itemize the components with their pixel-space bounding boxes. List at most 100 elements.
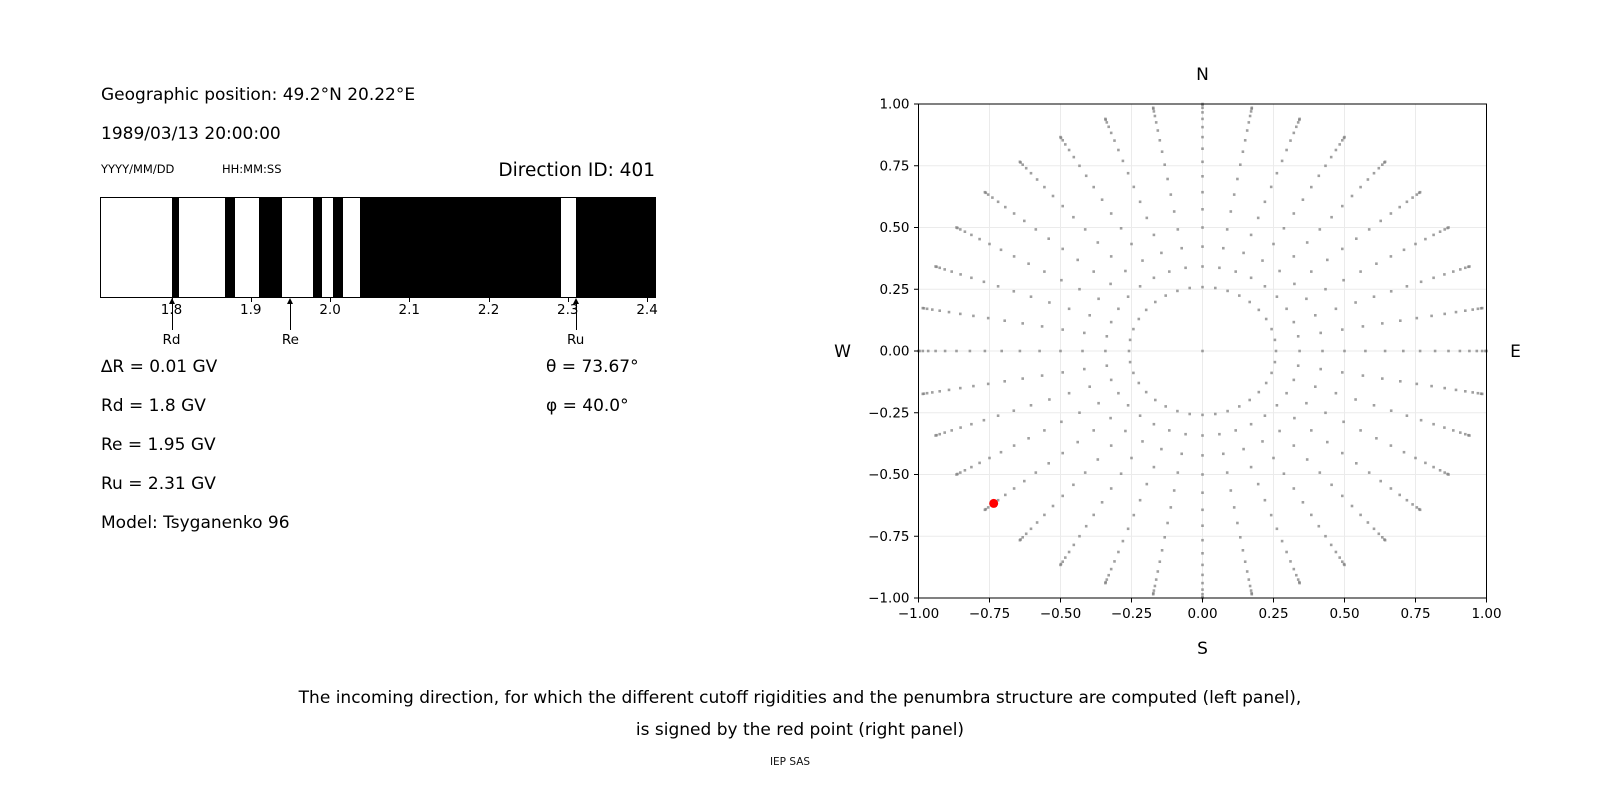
direction-grid-dot [1061,204,1064,208]
direction-grid-dot [1232,193,1236,196]
direction-grid-dot [1153,114,1157,118]
direction-grid-dot [1060,420,1063,424]
direction-grid-dot [1201,117,1204,121]
penumbra-x-tick [647,298,649,302]
direction-grid-dot [1072,543,1076,547]
direction-grid-dot [1132,371,1135,375]
direction-grid-dot [1292,320,1296,324]
direction-grid-dot [1324,287,1327,291]
penumbra-band [312,198,323,297]
direction-grid-dot [1040,374,1044,377]
direction-grid-dot [1402,349,1405,353]
direction-grid-dot [1414,242,1417,246]
direction-grid-dot [1109,444,1113,447]
direction-grid-dot [983,349,987,353]
direction-grid-dot [1061,451,1064,455]
direction-grid-dot [1430,314,1433,318]
direction-grid-dot [1034,471,1038,474]
direction-grid-dot [1078,534,1081,538]
direction-grid-dot [1405,285,1409,288]
direction-grid-dot [986,506,990,509]
direction-grid-dot [1201,125,1204,129]
direction-grid-dot [1372,295,1376,298]
penumbra-band [575,198,655,297]
direction-grid-dot [1383,538,1387,542]
direction-grid-dot [1088,385,1091,388]
direction-grid-dot [1238,294,1241,297]
direction-grid-dot [1338,143,1341,146]
direction-grid-dot [1471,391,1474,394]
direction-grid-dot [1245,129,1249,132]
direction-grid-dot [1092,270,1095,273]
direction-grid-dot [1172,489,1176,492]
penumbra-x-tick-label: 2.4 [636,302,658,318]
direction-grid-dot [1257,390,1261,394]
direction-grid-dot [955,349,958,353]
direction-grid-dot [1021,163,1024,166]
direction-grid-dot [1038,349,1041,353]
direction-grid-dot [1389,487,1393,490]
direction-grid-dot [1232,506,1236,509]
direction-grid-dot [1201,508,1204,512]
phi-value: φ = 40.0° [546,396,629,416]
direction-grid-dot [1088,314,1091,317]
direction-grid-dot [1296,335,1300,338]
direction-grid-dot [1040,325,1044,328]
direction-grid-dot [1160,549,1164,552]
direction-grid-dot [1372,171,1376,175]
direction-grid-dot [1424,237,1427,241]
direction-grid-dot [1278,269,1281,273]
direction-grid-dot [925,391,929,395]
direction-grid-dot [1468,434,1471,437]
x-tick-label: 0.25 [1258,606,1288,622]
direction-grid-dot [1250,592,1254,596]
direction-grid-dot [1419,418,1423,422]
direction-grid-dot [1051,504,1055,508]
direction-grid-dot [988,456,991,460]
direction-grid-dot [1285,391,1288,395]
direction-grid-dot [1361,325,1365,328]
direction-grid-dot [1354,301,1357,304]
direction-grid-dot [1201,581,1204,585]
direction-grid-dot [1402,248,1406,252]
penumbra-x-tick-label: 2.2 [477,302,500,318]
direction-grid-dot [1248,114,1252,118]
direction-grid-dot [926,349,930,353]
direction-grid-dot [970,233,973,237]
penumbra-x-tick [250,298,252,302]
direction-grid-dot [996,414,1000,417]
direction-grid-dot [1092,513,1095,517]
direction-grid-dot [1012,444,1016,447]
direction-grid-dot [1043,513,1046,517]
direction-grid-dot [1029,295,1033,298]
direction-grid-dot [1361,374,1365,377]
direction-grid-dot [1278,429,1281,433]
direction-grid-dot [1301,501,1305,504]
direction-grid-dot [963,230,967,233]
direction-grid-dot [1398,493,1401,497]
direction-grid-dot [1160,251,1163,255]
direction-grid-dot [1109,131,1113,135]
direction-grid-dot [1024,532,1028,536]
direction-grid-dot [1354,398,1357,401]
direction-grid-dot [1201,573,1204,577]
direction-grid-dot [1097,401,1100,405]
direction-grid-dot [1305,241,1309,244]
direction-grid-dot [1027,437,1030,440]
y-tick-label: 1.00 [879,97,909,113]
direction-grid-dot [1078,164,1081,168]
direction-grid-dot [1109,255,1113,258]
ru-value: Ru = 2.31 GV [101,474,216,494]
x-tick-label: −1.00 [898,606,939,622]
direction-grid-dot [1341,371,1344,374]
direction-grid-dot [1158,139,1162,142]
penumbra-band [171,198,180,297]
direction-grid-dot [1156,570,1160,573]
direction-grid-dot [1249,110,1253,113]
direction-grid-dot [1424,461,1427,465]
direction-grid-dot [1078,411,1081,414]
direction-grid-dot [1329,155,1333,159]
direction-grid-dot [1248,398,1251,402]
direction-grid-dot [1343,563,1346,567]
